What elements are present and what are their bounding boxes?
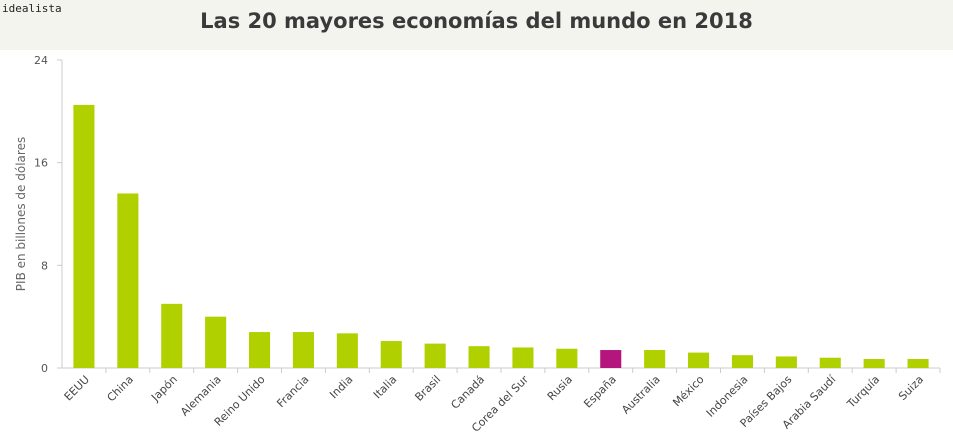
bar-rusia bbox=[556, 348, 578, 368]
y-tick-label: 16 bbox=[34, 157, 48, 170]
bar-alemania bbox=[205, 316, 227, 368]
brand-logo-text: idealista bbox=[2, 2, 62, 15]
x-tick-label: Brasil bbox=[412, 373, 443, 404]
y-axis-title: PIB en billones de dólares bbox=[14, 137, 28, 291]
bar-australia bbox=[644, 350, 666, 368]
chart-title: Las 20 mayores economías del mundo en 20… bbox=[200, 9, 753, 33]
x-tick-label: Turquía bbox=[844, 373, 882, 411]
bar-francia bbox=[292, 332, 314, 368]
bar-china bbox=[117, 193, 139, 368]
bar-eeuu bbox=[73, 104, 95, 369]
x-tick-label: Italia bbox=[371, 373, 399, 401]
bar-india bbox=[336, 333, 358, 368]
x-tick-label: Suiza bbox=[896, 373, 926, 403]
x-tick-label: Alemania bbox=[178, 373, 224, 419]
y-tick-label: 0 bbox=[41, 362, 48, 375]
bar-italia bbox=[380, 341, 402, 368]
bar-arabia-saudí bbox=[819, 357, 841, 368]
x-tick-label: Rusia bbox=[545, 373, 575, 403]
x-tick-label: Indonesia bbox=[704, 373, 751, 420]
x-tick-label: EEUU bbox=[62, 373, 92, 403]
y-tick-label: 8 bbox=[41, 259, 48, 272]
x-tick-label: India bbox=[327, 373, 355, 401]
bar-reino-unido bbox=[249, 332, 271, 368]
x-tick-label: Australia bbox=[619, 373, 663, 417]
bar-indonesia bbox=[731, 355, 753, 368]
bar-turquía bbox=[863, 359, 885, 368]
bar-suiza bbox=[907, 359, 929, 368]
x-tick-label: España bbox=[581, 373, 619, 411]
x-tick-label: China bbox=[105, 373, 136, 404]
bar-méxico bbox=[688, 352, 710, 368]
bar-corea-del-sur bbox=[512, 347, 534, 368]
title-bar: idealista Las 20 mayores economías del m… bbox=[0, 0, 953, 50]
y-tick-label: 24 bbox=[34, 54, 48, 67]
bar-canadá bbox=[468, 346, 490, 368]
bar-brasil bbox=[424, 343, 446, 368]
bar-países-bajos bbox=[775, 356, 797, 368]
x-tick-label: Japón bbox=[148, 373, 180, 405]
bar-españa bbox=[600, 350, 622, 368]
x-tick-label: Canadá bbox=[448, 373, 487, 412]
bar-japón bbox=[161, 303, 183, 368]
x-tick-label: Francia bbox=[274, 373, 311, 410]
x-tick-label: México bbox=[670, 373, 707, 410]
